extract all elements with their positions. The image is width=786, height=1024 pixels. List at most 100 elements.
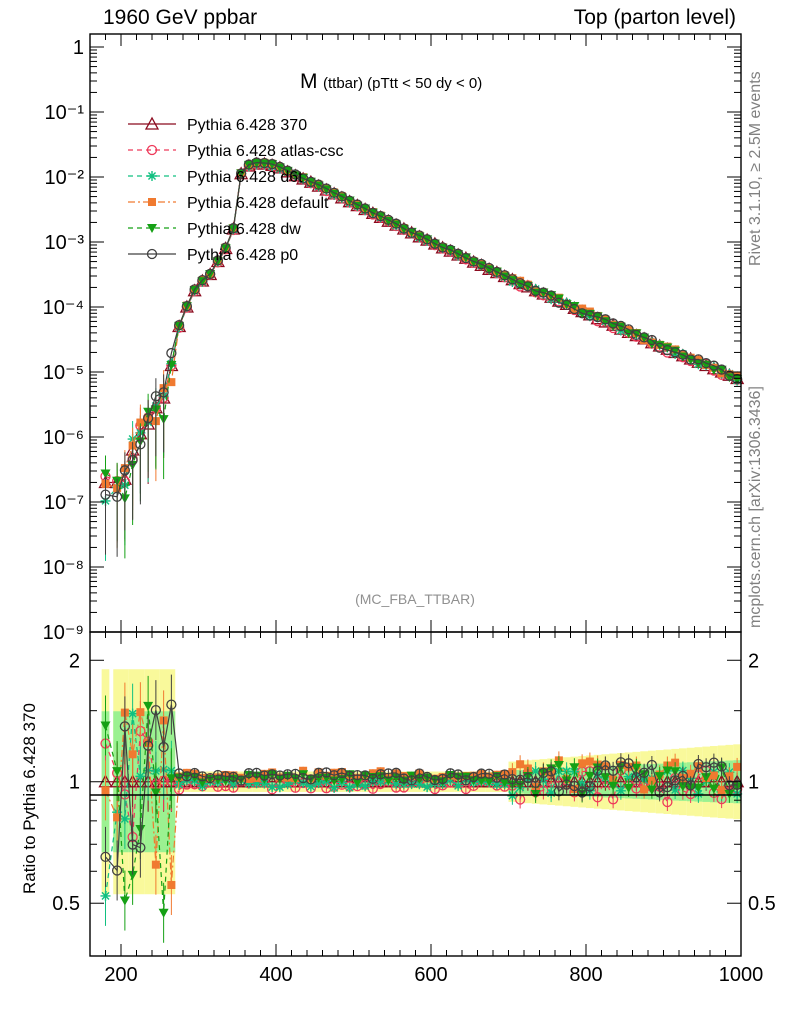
data-point-main [576, 308, 588, 319]
data-point-ratio [119, 813, 130, 824]
data-point-ratio [112, 767, 123, 777]
data-point-main [228, 223, 239, 234]
data-point-main [243, 159, 255, 170]
data-point-ratio [290, 768, 301, 780]
data-point-ratio [638, 767, 650, 778]
y-tick-label: 10⁻⁹ [43, 622, 84, 644]
data-point-main [437, 242, 448, 253]
data-point-ratio [151, 860, 160, 869]
data-point-main [390, 218, 402, 229]
data-point-ratio [677, 782, 688, 792]
x-tick-label: 800 [569, 964, 602, 986]
data-point-ratio [499, 778, 510, 788]
data-point-main [662, 344, 673, 356]
data-point-ratio [615, 757, 627, 768]
data-point-main [158, 387, 169, 398]
data-point-ratio [584, 771, 595, 781]
data-point-main [189, 284, 200, 295]
y-tick-label: 10⁻⁸ [43, 557, 84, 579]
data-point-ratio [623, 783, 634, 793]
data-point-ratio [243, 768, 255, 779]
data-point-ratio [484, 777, 495, 787]
data-point-ratio [724, 780, 735, 791]
data-point-ratio [662, 766, 673, 776]
data-point-ratio [499, 769, 510, 780]
ratio-y-tick-label: 1 [69, 772, 80, 794]
data-point-ratio [646, 785, 657, 795]
data-point-ratio [352, 769, 363, 781]
data-point-ratio [111, 865, 123, 876]
y-tick-label: 10⁻¹ [45, 102, 85, 124]
data-point-ratio [113, 813, 122, 822]
data-point-ratio [274, 782, 285, 793]
data-point-main [167, 378, 176, 387]
data-point-ratio [135, 771, 146, 782]
data-point-ratio [585, 757, 594, 766]
data-point-ratio [100, 851, 111, 863]
data-point-ratio [290, 774, 301, 784]
data-point-main [499, 270, 510, 281]
data-point-ratio [677, 770, 689, 782]
data-point-ratio [717, 786, 726, 795]
y-tick-label: 10⁻⁶ [43, 427, 84, 449]
data-point-main [336, 191, 348, 202]
data-point-main [259, 159, 270, 169]
data-point-main [212, 257, 223, 267]
data-point-ratio [514, 774, 526, 785]
data-point-ratio [716, 761, 727, 772]
data-point-main [561, 299, 572, 310]
data-point-ratio [136, 708, 145, 717]
data-point-ratio [516, 760, 525, 769]
data-point-ratio [235, 775, 247, 786]
data-point-ratio [569, 780, 580, 792]
data-point-ratio [553, 786, 565, 797]
data-point-ratio [708, 784, 719, 794]
data-point-main [600, 317, 611, 327]
data-point-main [724, 373, 735, 383]
data-point-main [677, 352, 688, 362]
legend-marker [147, 224, 157, 233]
data-point-ratio [592, 792, 603, 803]
data-point-ratio [375, 769, 386, 780]
data-point-ratio [669, 775, 681, 786]
data-point-ratio [100, 721, 111, 731]
data-point-ratio [266, 769, 278, 780]
data-point-ratio [352, 778, 363, 788]
data-point-ratio [709, 771, 718, 780]
data-point-main [701, 360, 712, 370]
data-point-ratio [100, 890, 111, 901]
data-point-ratio [662, 796, 673, 808]
data-point-ratio [197, 771, 208, 782]
data-point-ratio [578, 759, 587, 768]
data-point-ratio [274, 770, 286, 781]
data-point-main [569, 303, 580, 315]
ratio-ylabel: Ratio to Pythia 6.428 370 [20, 703, 39, 894]
ratio-y-tick-label-right: 0.5 [748, 893, 776, 915]
data-point-ratio [701, 773, 712, 783]
data-point-ratio [282, 769, 293, 780]
data-point-ratio [476, 776, 487, 786]
main-series-layer [98, 156, 745, 561]
data-point-ratio [654, 787, 665, 798]
data-point-ratio [367, 773, 379, 785]
rivet-label: Rivet 3.1.10, ≥ 2.5M events [747, 71, 764, 266]
data-point-ratio [406, 775, 417, 786]
legend-label: Pythia 6.428 default [187, 195, 329, 212]
legend-marker [146, 248, 158, 260]
data-point-main [251, 157, 262, 168]
data-point-ratio [646, 759, 658, 771]
mcplots-label: mcplots.cern.ch [arXiv:1306.3436] [747, 386, 764, 628]
data-point-ratio [733, 762, 742, 771]
data-point-ratio [693, 783, 704, 793]
data-point-main [716, 364, 727, 375]
ratio-y-tick-label: 0.5 [52, 893, 80, 915]
data-point-ratio [167, 881, 176, 890]
data-point-ratio [545, 766, 557, 777]
data-point-ratio [631, 772, 642, 783]
data-point-ratio [158, 908, 169, 918]
data-point-main [507, 274, 518, 285]
data-point-ratio [398, 773, 410, 784]
data-point-ratio [584, 781, 596, 792]
data-point-main [359, 203, 371, 214]
